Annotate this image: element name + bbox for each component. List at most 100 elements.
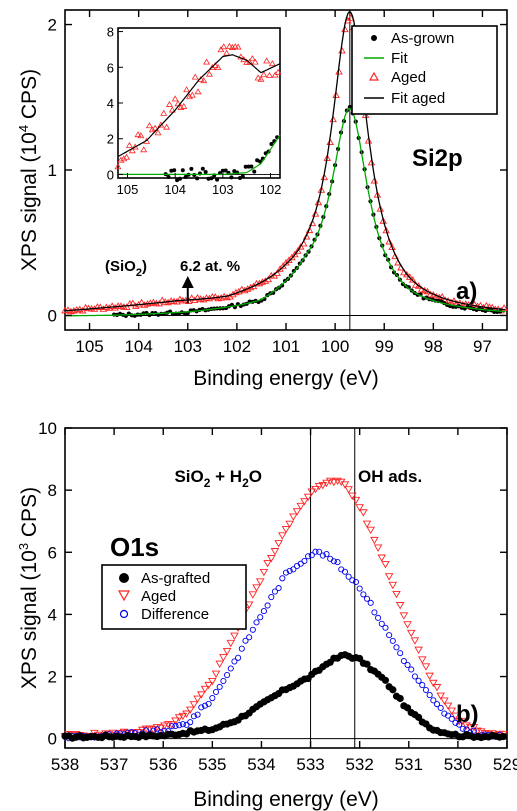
difference-point-b — [415, 677, 422, 684]
aged-point-b — [476, 728, 486, 736]
aged-point-a — [332, 91, 340, 98]
x-tick-label-a: 99 — [375, 337, 394, 356]
aged-point-a — [149, 298, 158, 306]
inset-aged-point — [154, 129, 162, 136]
aged-point-a — [326, 138, 334, 146]
x-tick-label-b: 537 — [100, 755, 128, 774]
aged-point-b — [340, 481, 350, 489]
aged-point-a — [376, 205, 385, 212]
aged-point-b — [366, 526, 376, 535]
inset-aged-point — [214, 64, 222, 71]
inset-asgrown-point — [240, 174, 245, 179]
inset-aged-point — [123, 153, 131, 160]
difference-point-b — [224, 672, 231, 679]
aged-point-b — [384, 573, 394, 581]
aged-point-a — [99, 305, 108, 312]
x-axis-title-b: Binding energy (eV) — [193, 788, 379, 811]
inset-aged-point — [254, 74, 262, 81]
aged-point-a — [302, 233, 311, 240]
difference-point-b — [183, 721, 190, 728]
difference-point-b — [220, 677, 227, 685]
difference-point-b — [367, 599, 374, 606]
asgrown-point-a — [279, 283, 285, 288]
aged-point-b — [204, 681, 213, 690]
aged-point-b — [406, 629, 416, 638]
element-label-o1s: O1s — [110, 532, 159, 562]
aged-point-a — [193, 293, 202, 301]
inset-asgrown-point — [229, 175, 234, 180]
difference-point-b — [386, 632, 393, 639]
difference-point-b — [290, 566, 297, 573]
difference-point-b — [393, 644, 400, 651]
legend-b-aged-marker — [117, 590, 131, 602]
legend-b-asgrafted-marker — [119, 573, 129, 583]
aged-point-b — [359, 509, 368, 517]
inset-aged-point — [274, 68, 282, 75]
legend-a-asgrown-label: As-grown — [391, 30, 454, 47]
difference-point-b — [404, 661, 411, 669]
x-tick-label-b: 538 — [51, 755, 79, 774]
aged-point-b — [248, 591, 258, 599]
inset-aged-point — [168, 106, 176, 113]
difference-point-b — [426, 692, 433, 699]
aged-point-b — [318, 481, 328, 490]
inset-aged-point — [200, 77, 208, 84]
aged-point-b — [292, 508, 302, 516]
difference-point-b — [305, 553, 312, 560]
legend-a-aged-label: Aged — [391, 69, 426, 86]
aged-point-b — [215, 660, 224, 668]
fit-aged-line-a — [64, 10, 506, 312]
x-tick-label-b: 533 — [296, 755, 324, 774]
aged-point-b — [414, 646, 423, 655]
panel-b-frame — [64, 427, 508, 749]
panel-b: 538 537 536 535 534 533 532 531 530 529 0 2 4 6 8 10 Si… — [16, 419, 517, 811]
aged-point-b — [171, 717, 180, 725]
difference-point-b — [198, 704, 205, 711]
aged-point-b — [230, 632, 239, 640]
aged-point-b — [138, 726, 147, 735]
inset-aged-point — [125, 141, 133, 148]
inset-x-tick-label: 104 — [164, 182, 186, 197]
panel-a-label: a) — [456, 278, 477, 305]
aged-point-b — [263, 560, 272, 568]
aged-point-a — [500, 304, 508, 311]
aged-point-a — [338, 46, 346, 54]
aged-point-b — [348, 492, 357, 501]
difference-point-b — [238, 645, 245, 652]
inset-aged-point — [157, 121, 165, 128]
x-tick-label-a: 104 — [124, 337, 152, 356]
difference-point-b — [345, 573, 352, 580]
aged-point-a — [78, 306, 87, 314]
difference-point-b — [212, 688, 220, 695]
aged-point-a — [388, 243, 396, 251]
inset-aged-point — [177, 103, 185, 110]
aged-point-b — [373, 544, 383, 552]
inset-asgrown-point — [243, 164, 248, 169]
aged-point-b — [189, 701, 199, 709]
aged-point-b — [208, 678, 217, 686]
asgrafted-point-b — [381, 676, 390, 684]
aged-point-b — [178, 712, 188, 721]
aged-point-b — [115, 729, 125, 738]
aged-point-b — [266, 554, 276, 563]
aged-point-a — [296, 243, 305, 250]
difference-point-b — [227, 665, 234, 672]
difference-point-b — [419, 682, 426, 689]
difference-point-b — [216, 683, 223, 690]
aged-point-b — [200, 685, 210, 694]
legend-a-asgrown-marker — [371, 35, 377, 41]
difference-point-b — [422, 686, 430, 694]
x-axis-title-a: Binding energy (eV) — [193, 367, 379, 390]
inset-aged-point — [117, 156, 125, 163]
aged-point-b — [211, 670, 221, 678]
inset-aged-point — [203, 58, 211, 65]
inset-aged-point — [183, 86, 191, 93]
difference-point-b — [168, 723, 175, 730]
aged-point-a — [108, 302, 116, 309]
difference-point-b — [275, 585, 282, 592]
x-tick-label-a: 100 — [321, 337, 349, 356]
aged-point-a — [211, 293, 220, 300]
y-tick-label-b: 4 — [48, 605, 57, 624]
region-label-sio2-h2o: SiO2 + H2O — [174, 467, 262, 490]
aged-point-b — [399, 612, 409, 620]
